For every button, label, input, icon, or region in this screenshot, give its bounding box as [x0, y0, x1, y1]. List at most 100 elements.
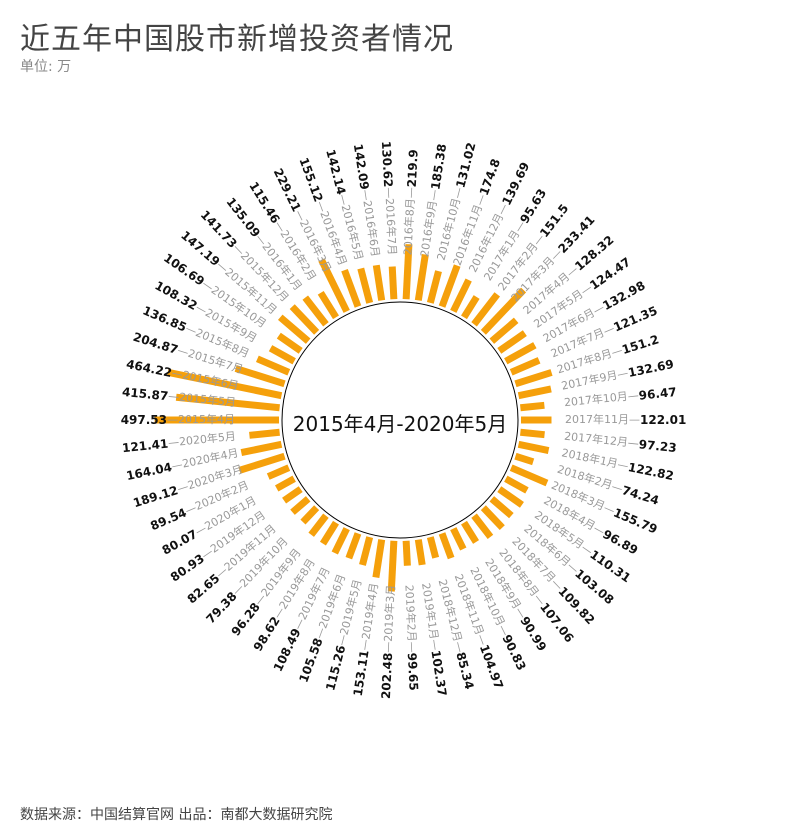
value-label: 121.35	[611, 303, 659, 334]
value-label: 202.48	[378, 652, 394, 699]
value-label: 104.97	[477, 642, 506, 690]
leader-dash: —	[382, 187, 396, 199]
bar-2019年1月	[414, 539, 426, 566]
bar-2016年5月	[357, 267, 374, 304]
value-label: 89.54	[148, 505, 188, 533]
bar-2019年6月	[345, 532, 362, 560]
value-label: 497.53	[121, 413, 167, 427]
month-value-label: 2016年8月—219.9	[400, 149, 420, 256]
bar-2017年10月	[520, 401, 545, 412]
bar-2018年4月	[504, 475, 529, 494]
value-label: 122.82	[627, 460, 675, 483]
bar-2017年2月	[471, 292, 501, 327]
month-value-label: 2017年11月—122.01	[565, 412, 686, 427]
leader-dash: —	[381, 641, 395, 653]
bar-2018年9月	[461, 520, 480, 544]
bar-2020年5月	[249, 428, 280, 439]
bar-2015年8月	[255, 355, 291, 376]
bar-2019年12月	[282, 486, 303, 504]
value-label: 97.23	[638, 437, 677, 455]
value-label: 142.14	[324, 148, 349, 196]
label-group-2016年7月: 130.62—2016年7月	[379, 141, 399, 256]
leader-dash: —	[336, 193, 351, 207]
value-label: 189.12	[131, 483, 179, 510]
value-label: 130.62	[379, 141, 395, 188]
bar-2017年5月	[497, 330, 527, 354]
leader-dash: —	[176, 344, 190, 360]
month-value-label: 130.62—2016年7月	[379, 141, 399, 256]
leader-dash: —	[495, 623, 512, 639]
bar-2019年9月	[308, 513, 329, 537]
month-value-label: 415.87—2015年5月	[121, 384, 236, 410]
value-label: 185.38	[428, 143, 449, 191]
leader-dash: —	[452, 640, 467, 654]
leader-dash: —	[616, 366, 629, 381]
bar-2018年3月	[509, 464, 549, 487]
leader-dash: —	[313, 626, 329, 641]
bar-2017年3月	[480, 287, 527, 335]
leader-dash: —	[168, 389, 180, 403]
bar-2020年3月	[238, 452, 286, 474]
value-label: 115.26	[323, 644, 348, 692]
bar-2019年11月	[290, 496, 311, 515]
bar-2019年5月	[359, 536, 374, 566]
value-label: 80.93	[168, 551, 207, 584]
bar-2017年9月	[517, 385, 552, 400]
value-label: 102.37	[429, 649, 450, 697]
bar-2017年8月	[514, 369, 553, 388]
leader-dash: —	[627, 436, 639, 450]
leader-dash: —	[359, 189, 374, 202]
bar-2017年7月	[509, 357, 541, 376]
label-group-2019年4月: 153.11—2019年4月	[350, 582, 381, 697]
leader-dash: —	[474, 632, 490, 647]
value-label: 85.34	[454, 650, 477, 690]
bar-2015年11月	[277, 314, 311, 344]
bar-2017年6月	[504, 342, 537, 365]
leader-dash: —	[404, 187, 418, 199]
label-group-2016年8月: 2016年8月—219.9	[400, 149, 420, 256]
value-label: 80.07	[159, 527, 199, 558]
bar-2017年1月	[461, 295, 480, 320]
center-label: 2015年4月-2020年5月	[292, 412, 508, 436]
leader-dash: —	[616, 458, 629, 473]
chart-title: 近五年中国股市新增投资者情况	[20, 22, 454, 57]
label-group-2015年5月: 415.87—2015年5月	[121, 384, 236, 410]
label-group-2019年3月: 202.48—2019年3月	[378, 584, 398, 699]
month-label: 2016年8月	[400, 198, 417, 256]
inner-circle	[281, 301, 519, 539]
label-group-2017年12月: 2017年12月—97.23	[564, 429, 678, 455]
value-label: 204.87	[132, 329, 180, 356]
value-label: 155.12	[297, 155, 326, 203]
leader-dash: —	[292, 208, 309, 224]
value-label: 142.09	[351, 143, 372, 191]
leader-dash: —	[291, 616, 308, 632]
value-label: 108.49	[270, 626, 303, 674]
leader-dash: —	[170, 458, 183, 473]
unit-label: 单位: 万	[20, 59, 72, 75]
leader-dash: —	[335, 633, 350, 647]
bar-2015年12月	[289, 304, 320, 335]
bar-2019年4月	[372, 539, 386, 578]
leader-dash: —	[428, 638, 443, 651]
leader-dash: —	[171, 366, 184, 381]
value-label: 96.47	[638, 384, 677, 402]
leader-dash: —	[313, 199, 329, 214]
bar-2016年9月	[414, 254, 429, 301]
bar-2018年11月	[438, 532, 455, 560]
leader-dash: —	[601, 322, 616, 338]
bar-2018年12月	[426, 536, 440, 559]
value-label: 151.2	[620, 332, 660, 357]
bar-2018年2月	[514, 452, 535, 466]
month-value-label: 2019年2月—99.65	[402, 584, 422, 691]
bar-2016年3月	[318, 258, 350, 313]
leader-dash: —	[451, 186, 466, 200]
value-label: 464.22	[125, 356, 173, 379]
bar-2019年3月	[387, 540, 398, 592]
leader-dash: —	[602, 501, 617, 517]
value-label: 132.69	[627, 356, 675, 379]
month-label: 2017年11月	[565, 412, 629, 426]
month-value-label: 202.48—2019年3月	[378, 584, 398, 699]
bar-2019年7月	[331, 527, 350, 555]
bar-2018年5月	[497, 486, 524, 508]
